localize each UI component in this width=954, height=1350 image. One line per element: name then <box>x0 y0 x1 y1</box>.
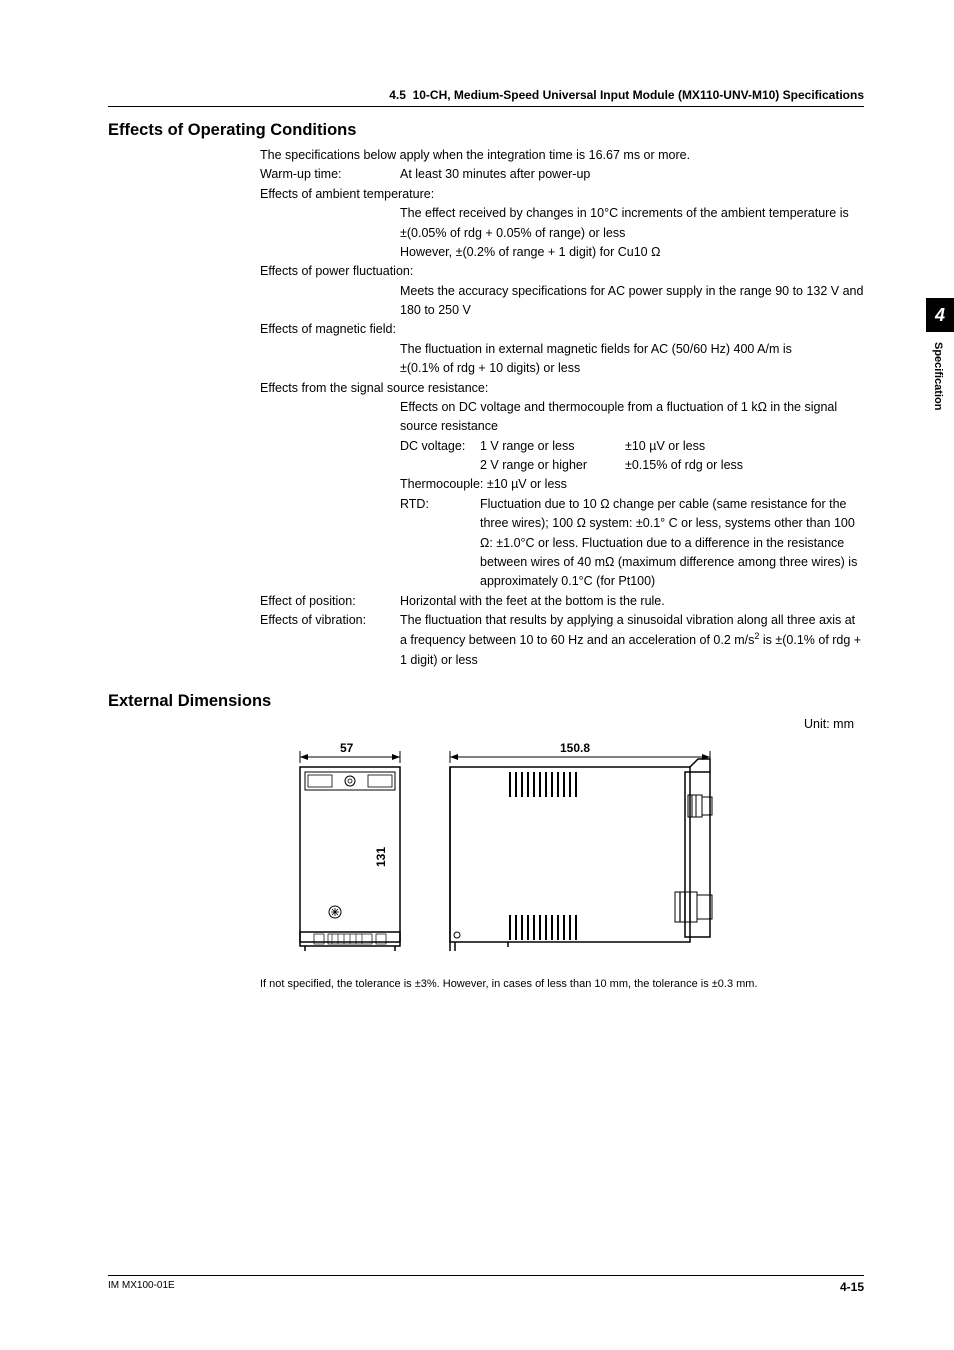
dc-r2c2: ±0.15% of rdg or less <box>625 456 743 475</box>
ambient-line1: The effect received by changes in 10°C i… <box>260 204 864 223</box>
ambient-line3: However, ±(0.2% of range + 1 digit) for … <box>260 243 864 262</box>
vibration-value: The fluctuation that results by applying… <box>400 611 864 670</box>
chapter-tab-number: 4 <box>926 298 954 332</box>
magnetic-line2: ±(0.1% of rdg + 10 digits) or less <box>260 359 864 378</box>
external-dimensions-section: External Dimensions Unit: mm 57 <box>108 692 864 992</box>
page-footer: IM MX100-01E 4-15 <box>108 1275 864 1294</box>
signal-label: Effects from the signal source resistanc… <box>260 379 864 398</box>
effects-title: Effects of Operating Conditions <box>108 121 864 140</box>
dc-r1c2: ±10 µV or less <box>625 437 705 456</box>
warmup-label: Warm-up time: <box>260 165 400 184</box>
warmup-value: At least 30 minutes after power-up <box>400 165 864 184</box>
ambient-label: Effects of ambient temperature: <box>260 185 864 204</box>
dc-r1c1: 1 V range or less <box>480 437 625 456</box>
position-label: Effect of position: <box>260 592 400 611</box>
rtd-label: RTD: <box>400 495 480 592</box>
chapter-tab-label: Specification <box>932 342 944 410</box>
dim-width: 57 <box>340 741 354 755</box>
effects-intro: The specifications below apply when the … <box>260 146 864 165</box>
dimension-diagram: 57 150.8 131 <box>280 737 864 967</box>
running-header: 4.5 10-CH, Medium-Speed Universal Input … <box>108 88 864 107</box>
chapter-tab: 4 Specification <box>926 298 954 410</box>
ext-dim-title: External Dimensions <box>108 692 864 711</box>
footer-left: IM MX100-01E <box>108 1280 175 1294</box>
effects-section: Effects of Operating Conditions The spec… <box>108 121 864 670</box>
header-title: 10-CH, Medium-Speed Universal Input Modu… <box>413 88 864 102</box>
dim-height: 131 <box>374 847 388 867</box>
position-value: Horizontal with the feet at the bottom i… <box>400 592 864 611</box>
dc-r2c1: 2 V range or higher <box>480 456 625 475</box>
power-label: Effects of power fluctuation: <box>260 262 864 281</box>
rtd-value: Fluctuation due to 10 Ω change per cable… <box>480 495 864 592</box>
magnetic-label: Effects of magnetic field: <box>260 320 864 339</box>
tolerance-note: If not specified, the tolerance is ±3%. … <box>260 977 864 992</box>
power-value: Meets the accuracy specifications for AC… <box>260 282 864 321</box>
ambient-line2: ±(0.05% of rdg + 0.05% of range) or less <box>260 224 864 243</box>
header-section-num: 4.5 <box>389 88 406 102</box>
dc-label: DC voltage: <box>400 437 480 456</box>
signal-line1: Effects on DC voltage and thermocouple f… <box>260 398 864 437</box>
dim-depth: 150.8 <box>560 741 590 755</box>
ext-dim-unit: Unit: mm <box>108 717 864 731</box>
thermo-line: Thermocouple: ±10 µV or less <box>260 475 864 494</box>
vibration-label: Effects of vibration: <box>260 611 400 670</box>
footer-right: 4-15 <box>840 1280 864 1294</box>
magnetic-line1: The fluctuation in external magnetic fie… <box>260 340 864 359</box>
